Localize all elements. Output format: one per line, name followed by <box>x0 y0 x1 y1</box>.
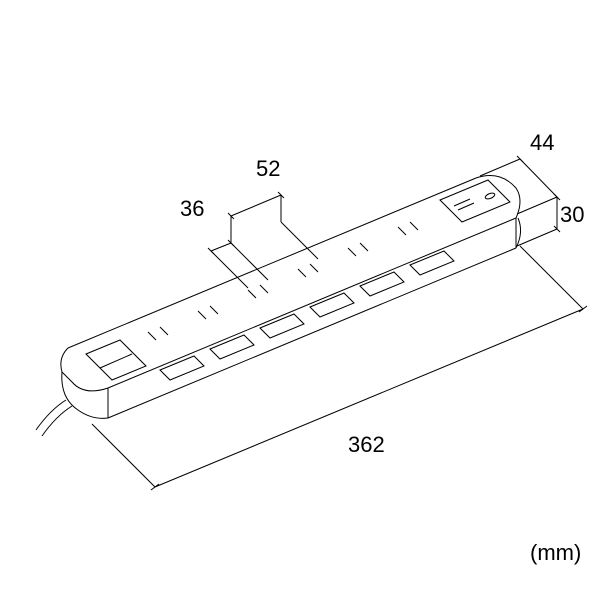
outlet-1 <box>148 327 168 340</box>
cord <box>36 400 72 436</box>
outlet-3 <box>248 285 268 298</box>
dim-36-label: 36 <box>180 196 204 221</box>
outlet-row <box>148 222 418 340</box>
main-switch <box>86 340 146 380</box>
outlet-4 <box>298 264 318 277</box>
dim-pitch: 36 52 <box>180 156 318 288</box>
dim-length: 362 <box>92 246 587 490</box>
outlet-5 <box>348 243 368 256</box>
dim-362-label: 362 <box>348 432 385 457</box>
usb-module <box>440 180 510 222</box>
front-switch-row <box>160 251 454 380</box>
outlet-6 <box>398 222 418 235</box>
dim-52-label: 52 <box>256 156 280 181</box>
dim-44-label: 44 <box>530 130 554 155</box>
unit-label: (mm) <box>530 540 581 565</box>
dimension-diagram: 36 52 44 30 362 (mm) <box>0 0 600 600</box>
dim-30-label: 30 <box>560 202 584 227</box>
power-strip-body <box>36 176 521 436</box>
outlet-2 <box>198 306 218 319</box>
